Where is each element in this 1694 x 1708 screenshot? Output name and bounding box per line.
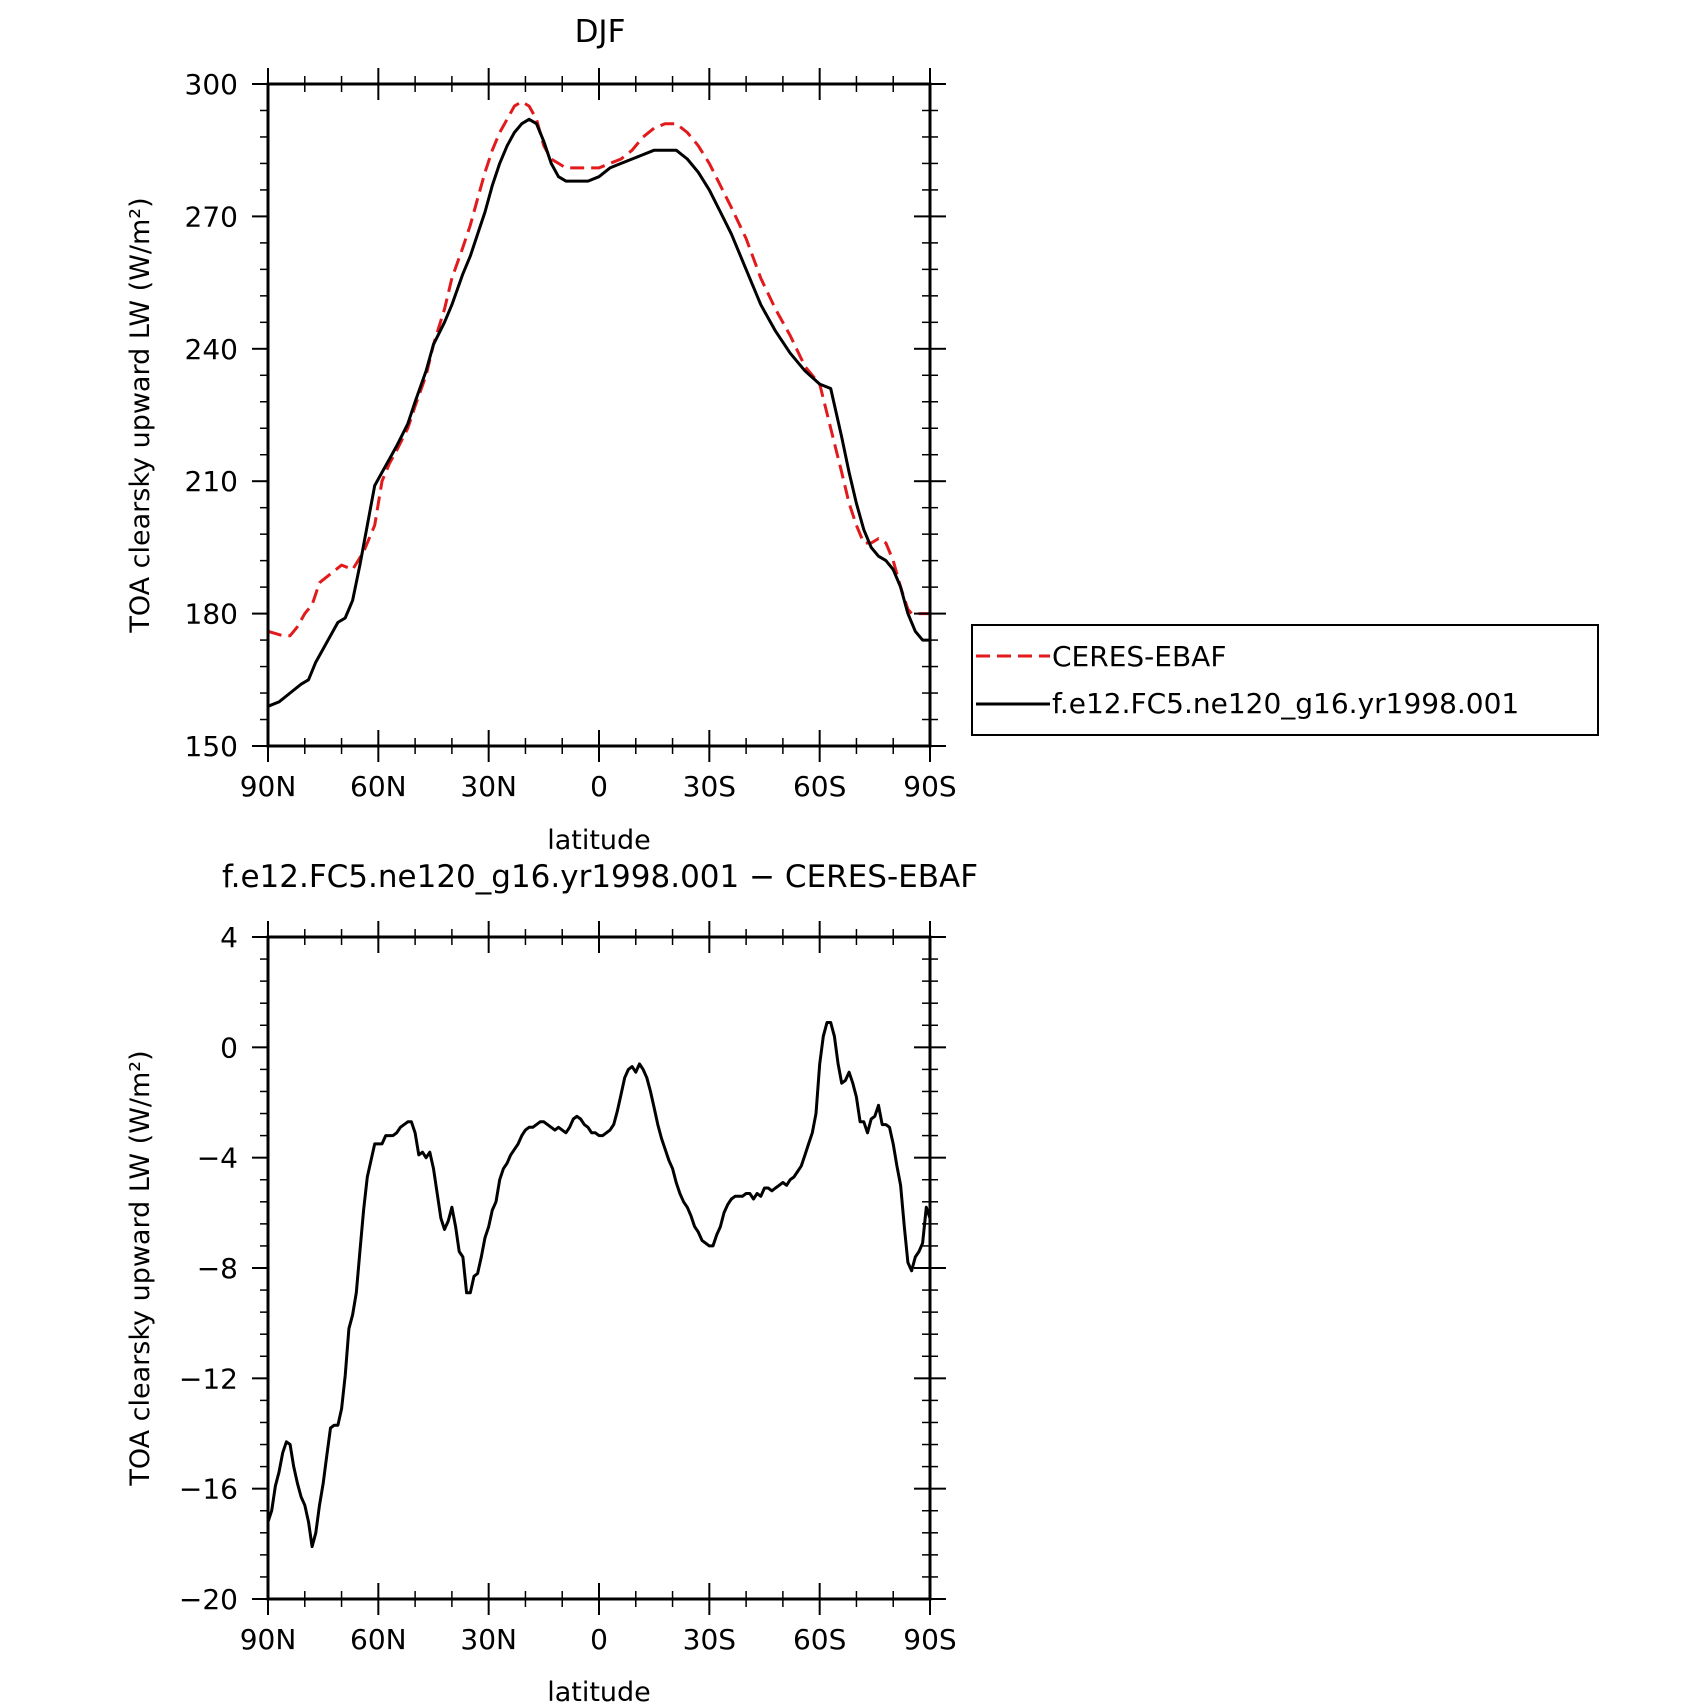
chart-top-ytick-label: 210: [185, 465, 238, 498]
chart-bottom-xtick-label: 90S: [903, 1623, 956, 1656]
chart-bottom-ytick-label: −12: [179, 1362, 238, 1395]
chart-bottom-plot-frame: [266, 935, 932, 1601]
chart-top-xlabel: latitude: [547, 825, 651, 856]
chart-top-ylabel: TOA clearsky upward LW (W/m²): [125, 197, 156, 633]
legend-label-model: f.e12.FC5.ne120_g16.yr1998.001: [1052, 687, 1519, 720]
chart-bottom-xlabel: latitude: [547, 1677, 651, 1708]
chart-top-ytick-label: 150: [185, 730, 238, 763]
chart-bottom-ylabel: TOA clearsky upward LW (W/m²): [125, 1050, 156, 1486]
chart-bottom-ytick-label: −4: [197, 1142, 238, 1175]
chart-bottom: f.e12.FC5.ne120_g16.yr1998.001 − CERES-E…: [125, 859, 978, 1708]
chart-bottom-lines: [266, 1021, 932, 1549]
legend-box: [971, 624, 1599, 736]
chart-top-xtick-label: 90N: [240, 770, 297, 803]
chart-top-xtick-label: 60N: [350, 770, 407, 803]
chart-top-legend: CERES-EBAF f.e12.FC5.ne120_g16.yr1998.00…: [971, 624, 1599, 736]
chart-top-series-line-0: [267, 100, 930, 638]
chart-top-title: DJF: [575, 14, 626, 50]
chart-bottom-axes: 90N 60N 30N 0 30S 60S 90S −20 −16 −12 −8 −4 0 4: [179, 921, 957, 1656]
chart-top-xtick-label: 30S: [683, 770, 736, 803]
chart-top-plot-frame: [266, 82, 932, 748]
chart-top-ytick-label: 180: [185, 598, 238, 631]
chart-top-xtick-label: 60S: [793, 770, 846, 803]
chart-top-ytick-label: 270: [185, 200, 238, 233]
chart-top-xtick-label: 0: [590, 770, 608, 803]
chart-top-lines: [267, 100, 930, 708]
chart-bottom-xtick-label: 30N: [460, 1623, 517, 1656]
chart-bottom-title: f.e12.FC5.ne120_g16.yr1998.001 − CERES-E…: [222, 859, 978, 895]
chart-bottom-xtick-label: 0: [590, 1623, 608, 1656]
chart-top: DJF 90N 60N 30N 0 30S 60S 90S 150 180 210 240 270 30…: [125, 14, 1599, 856]
chart-bottom-ytick-label: 0: [220, 1031, 238, 1064]
chart-bottom-ytick-label: 4: [220, 921, 238, 954]
chart-bottom-ytick-label: −20: [179, 1583, 238, 1616]
chart-top-series-line-1: [267, 117, 930, 708]
chart-top-ytick-label: 300: [185, 68, 238, 101]
chart-bottom-xtick-label: 30S: [683, 1623, 736, 1656]
chart-top-xtick-label: 90S: [903, 770, 956, 803]
chart-bottom-xtick-label: 60N: [350, 1623, 407, 1656]
chart-top-ytick-label: 240: [185, 333, 238, 366]
legend-label-ceres: CERES-EBAF: [1052, 640, 1226, 673]
chart-top-xtick-label: 30N: [460, 770, 517, 803]
chart-bottom-ytick-label: −16: [179, 1473, 238, 1506]
chart-bottom-ytick-label: −8: [197, 1252, 238, 1285]
chart-bottom-xtick-label: 60S: [793, 1623, 846, 1656]
chart-bottom-series-line-0: [266, 1021, 932, 1549]
chart-bottom-xtick-label: 90N: [240, 1623, 297, 1656]
